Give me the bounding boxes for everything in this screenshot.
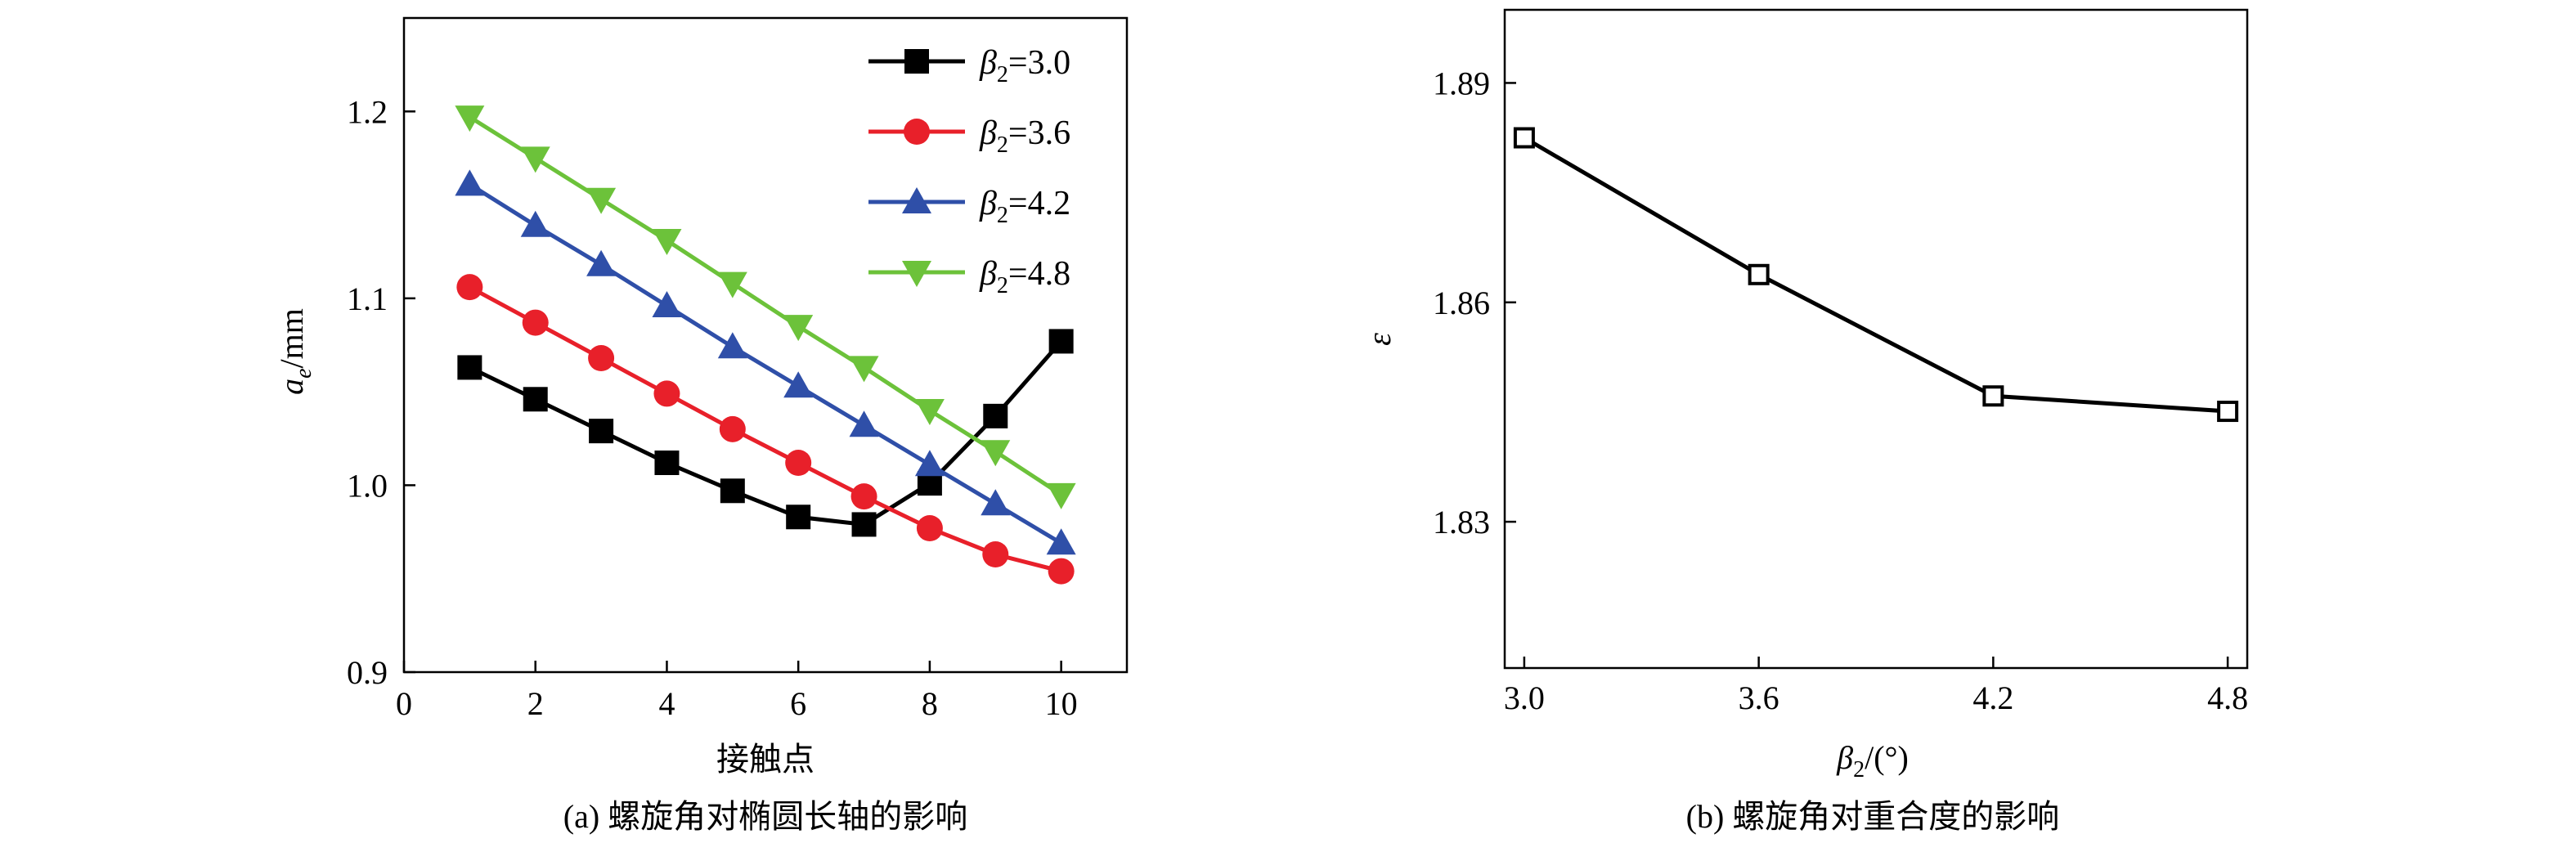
panel-b-plot-frame xyxy=(1503,8,2249,670)
panel-a-data-point xyxy=(456,274,483,301)
panel-b-caption: (b) 螺旋角对重合度的影响 xyxy=(1686,798,2060,835)
panel-b-x-tick-label: 3.6 xyxy=(1739,679,1779,716)
panel-a-data-point xyxy=(455,105,485,132)
panel-a-data-point xyxy=(916,515,943,541)
panel-a-data-point xyxy=(851,512,877,537)
panel-b-x-tick-label: 4.2 xyxy=(1972,679,2013,716)
panel-a-data-point xyxy=(1046,528,1076,555)
panel-b-data-point xyxy=(2217,401,2239,423)
legend-item: β2=4.8 xyxy=(868,255,1070,298)
panel-a-data-point xyxy=(1046,482,1076,509)
panel-a-x-tick-label: 8 xyxy=(922,685,938,722)
panel-a-data-point xyxy=(1048,329,1074,354)
panel-a-data-point xyxy=(981,440,1011,467)
panel-a-data-point xyxy=(520,146,550,173)
panel-b-y-tick-label: 1.89 xyxy=(1433,65,1490,101)
panel-b-x-tick-label: 3.0 xyxy=(1504,679,1545,716)
panel-a-series-line xyxy=(469,285,1062,573)
panel-a-data-point xyxy=(849,356,879,383)
panel-a-data-point xyxy=(717,271,747,298)
panel-b-axis-ticks: 3.0 3.6 4.2 4.8 1.83 1.86 1.89 xyxy=(1433,65,2248,716)
panel-a-data-point xyxy=(783,371,814,398)
legend-label: β2=4.8 xyxy=(979,255,1070,298)
panel-b-data-point xyxy=(1513,127,1535,149)
panel-a-data-point xyxy=(983,403,1008,428)
panel-a-data-point xyxy=(654,451,680,475)
panel-b-y-tick-label: 1.86 xyxy=(1433,285,1490,321)
legend-item: β2=3.6 xyxy=(868,114,1070,158)
legend-marker xyxy=(902,261,931,287)
panel-a-series-line xyxy=(469,182,1062,545)
panel-a-data-point xyxy=(982,541,1009,567)
panel-a-series-line xyxy=(469,339,1063,527)
panel-a-y-tick-label: 0.9 xyxy=(347,654,388,691)
panel-a-data-point xyxy=(719,415,746,442)
panel-a-x-tick-label: 4 xyxy=(658,685,675,722)
panel-a-x-axis-label: 接触点 xyxy=(716,741,815,778)
panel-a-y-axis-label: ae/mm xyxy=(273,308,316,395)
panel-a-data-point xyxy=(720,478,745,504)
panel-a-data-point xyxy=(523,387,548,412)
panel-a-x-tick-label: 10 xyxy=(1045,685,1078,722)
panel-a-caption: (a) 螺旋角对椭圆长轴的影响 xyxy=(563,798,967,835)
panel-a-series-2 xyxy=(456,274,1075,585)
panel-b-series-group xyxy=(1513,127,2239,423)
panel-a-data-point xyxy=(914,399,945,425)
panel-a-axis-ticks: 0 2 4 6 8 10 0.9 1.0 1.1 1.2 xyxy=(347,93,1078,722)
panel-b-data-point xyxy=(1748,263,1770,285)
panel-a-series-group xyxy=(455,105,1076,585)
panel-a-series-4 xyxy=(455,105,1076,509)
panel-a-data-point xyxy=(653,380,680,407)
panel-b-data-point xyxy=(1982,385,2004,407)
panel-a-data-point xyxy=(849,410,879,437)
panel-a-y-tick-label: 1.0 xyxy=(347,467,388,504)
panel-a-series-3 xyxy=(455,169,1076,555)
panel-a-data-point xyxy=(457,355,482,380)
panel-b-series-1 xyxy=(1513,127,2239,423)
panel-b-x-tick-label: 4.8 xyxy=(2207,679,2248,716)
legend-label: β2=3.0 xyxy=(979,44,1070,87)
panel-a-data-point xyxy=(783,315,814,342)
panel-a-data-point xyxy=(850,483,877,510)
panel-a-data-point xyxy=(786,504,811,530)
legend-label: β2=3.6 xyxy=(979,114,1070,158)
panel-a-x-tick-label: 0 xyxy=(396,685,412,722)
panel-a-x-tick-label: 6 xyxy=(790,685,806,722)
panel-a-data-point xyxy=(1048,558,1075,585)
panel-b: 3.0 3.6 4.2 4.8 1.83 1.86 1.89 ε β2/(°) (b) 螺旋… xyxy=(1361,8,2249,835)
panel-a-data-point xyxy=(717,332,747,359)
panel-a-data-point xyxy=(589,419,614,444)
panel-a-data-point xyxy=(586,187,617,214)
panel-a-data-point xyxy=(785,450,812,476)
legend-marker xyxy=(904,49,929,74)
panel-a-series-1 xyxy=(457,329,1074,537)
legend-item: β2=3.0 xyxy=(868,44,1070,87)
panel-a-y-tick-label: 1.2 xyxy=(347,93,388,130)
legend-item: β2=4.2 xyxy=(868,185,1070,228)
panel-b-series-line xyxy=(1523,136,2228,414)
panel-a-data-point xyxy=(586,249,617,276)
legend-label: β2=4.2 xyxy=(979,185,1070,228)
panel-a-data-point xyxy=(588,345,615,371)
panel-a-data-point xyxy=(914,450,945,477)
panel-a-legend: β2=3.0 β2=3.6 β2=4.2 β2=4.8 xyxy=(868,44,1070,298)
panel-a-data-point xyxy=(522,309,549,336)
legend-marker xyxy=(902,187,931,213)
panel-a-data-point xyxy=(455,169,485,196)
panel-a-data-point xyxy=(520,210,550,237)
panel-a-data-point xyxy=(981,489,1011,516)
panel-a-data-point xyxy=(652,291,682,317)
legend-marker xyxy=(904,119,930,145)
panel-a: 0 2 4 6 8 100.91.01.11.2 β2=3.0β2=3.6β2=4.2β2… xyxy=(273,16,1129,835)
panel-a-data-point xyxy=(652,229,682,255)
panel-b-y-tick-label: 1.83 xyxy=(1433,504,1490,540)
panel-a-x-tick-label: 2 xyxy=(527,685,544,722)
panel-a-series-line xyxy=(469,115,1063,496)
panel-a-plot-frame xyxy=(402,16,1129,674)
panel-a-y-tick-label: 1.1 xyxy=(347,280,388,317)
panel-b-y-axis-label: ε xyxy=(1361,333,1398,346)
panel-b-x-axis-label: β2/(°) xyxy=(1836,739,1909,782)
